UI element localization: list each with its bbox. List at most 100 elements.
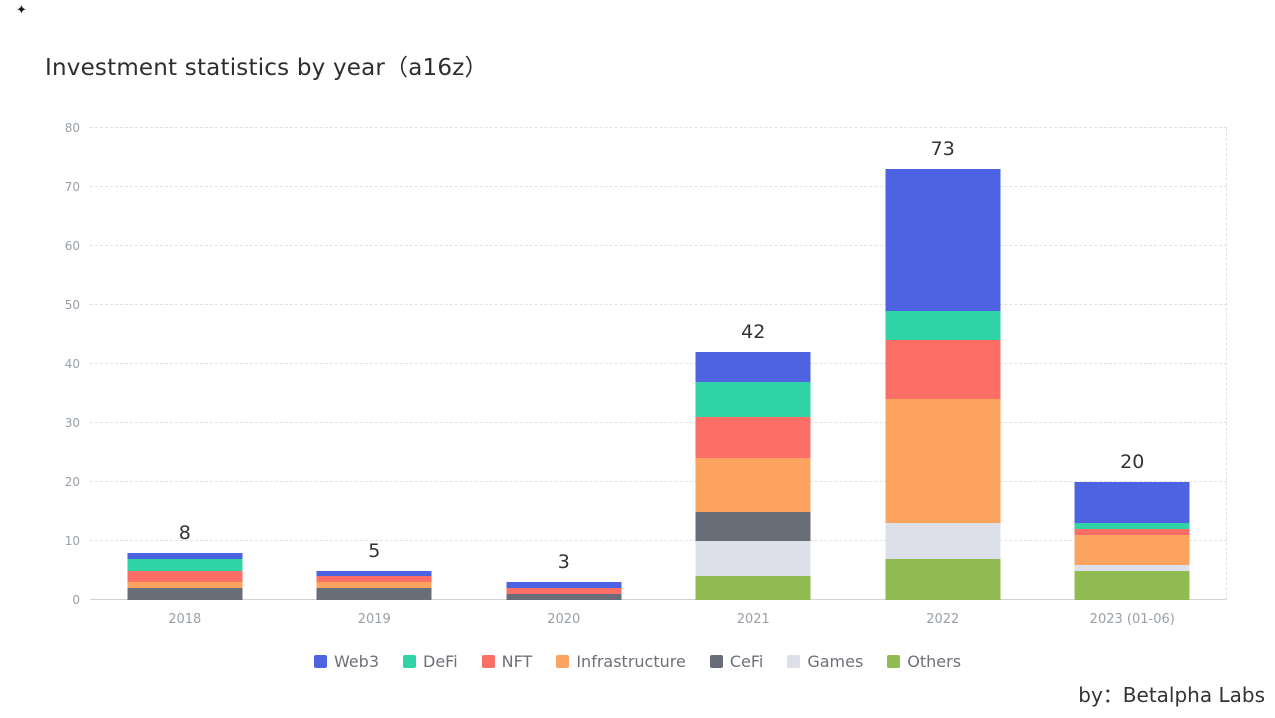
- y-axis-tick-label: 40: [64, 357, 80, 371]
- bar-segment-web3[interactable]: [1074, 482, 1190, 524]
- legend-swatch-icon: [787, 655, 801, 668]
- legend-item-label: Games: [807, 652, 864, 671]
- bar-segment-infrastructure[interactable]: [127, 582, 243, 589]
- y-axis-tick-label: 50: [64, 298, 80, 312]
- y-axis-tick-label: 20: [64, 475, 80, 489]
- gridline: [90, 363, 1227, 364]
- legend-item-label: Infrastructure: [576, 652, 686, 671]
- y-axis-tick-label: 70: [64, 180, 80, 194]
- attribution-text: by：Betalpha Labs: [1078, 683, 1265, 707]
- legend-item-label: DeFi: [423, 652, 458, 671]
- x-axis-label: 2021: [736, 612, 770, 627]
- x-axis-label: 2022: [926, 612, 960, 627]
- y-axis-tick-label: 30: [64, 416, 80, 430]
- y-axis-tick-label: 80: [64, 121, 80, 135]
- corner-mark-icon: ✦: [16, 3, 27, 18]
- bar-segment-defi[interactable]: [695, 381, 811, 418]
- bar-segment-nft[interactable]: [1074, 529, 1190, 536]
- bar-segment-cefi[interactable]: [695, 511, 811, 542]
- bar-segment-cefi[interactable]: [506, 594, 622, 600]
- legend-swatch-icon: [887, 655, 901, 668]
- bar-total-label: 3: [557, 551, 570, 574]
- bar-total-label: 5: [368, 539, 381, 562]
- legend-item-cefi[interactable]: CeFi: [709, 652, 764, 671]
- bar-segment-web3[interactable]: [885, 169, 1001, 311]
- legend-item-web3[interactable]: Web3: [313, 652, 379, 671]
- bar-column-2023 (01-06): 20 2023 (01-06): [1038, 128, 1228, 627]
- x-axis-line: [90, 599, 1227, 600]
- bar-column-2018: 8 2018: [90, 128, 280, 627]
- legend-swatch-icon: [556, 655, 570, 668]
- legend-swatch-icon: [403, 655, 416, 668]
- bar-segment-web3[interactable]: [695, 352, 811, 382]
- bar-segment-defi[interactable]: [1074, 523, 1190, 530]
- gridline: [90, 127, 1227, 128]
- page-title: Investment statistics by year（a16z）: [45, 55, 488, 81]
- bar-segment-nft[interactable]: [316, 576, 432, 583]
- bar-segment-games[interactable]: [885, 523, 1001, 559]
- bar-total-label: 42: [741, 321, 766, 344]
- bar-total-label: 20: [1120, 451, 1145, 473]
- gridline: [90, 245, 1227, 246]
- chart-plot-area: 0 10 20 30 40 50 60 70 80 8 2018 5 2019 3 2020 42 2021 73…: [65, 121, 1228, 627]
- legend-item-label: NFT: [501, 652, 533, 671]
- legend-item-nft[interactable]: NFT: [481, 652, 533, 671]
- bar-segment-others[interactable]: [695, 576, 811, 600]
- bar-segment-games[interactable]: [1074, 564, 1190, 571]
- bar-segment-nft[interactable]: [127, 570, 243, 583]
- legend-swatch-icon: [481, 655, 495, 668]
- legend-swatch-icon: [313, 655, 327, 668]
- legend-item-label: Others: [907, 652, 962, 671]
- bar-segment-infrastructure[interactable]: [1074, 535, 1190, 565]
- bar-segment-cefi[interactable]: [127, 588, 243, 600]
- bar-segment-nft[interactable]: [695, 417, 811, 459]
- x-axis-label: 2023 (01-06): [1089, 612, 1175, 627]
- bar-segment-nft[interactable]: [885, 340, 1001, 400]
- y-axis-tick-label: 10: [64, 534, 80, 548]
- bar-2018[interactable]: [127, 552, 243, 600]
- bar-2021[interactable]: [695, 352, 811, 600]
- bar-segment-infrastructure[interactable]: [885, 399, 1001, 524]
- x-axis-label: 2018: [168, 612, 202, 627]
- gridline: [90, 481, 1227, 482]
- bar-segment-web3[interactable]: [506, 582, 622, 589]
- bar-segment-infrastructure[interactable]: [316, 582, 432, 589]
- bar-segment-games[interactable]: [695, 541, 811, 577]
- y-axis-tick-label: 60: [64, 239, 80, 253]
- y-axis-tick-label: 0: [72, 593, 80, 607]
- bar-2020[interactable]: [506, 582, 622, 600]
- bar-total-label: 8: [178, 521, 191, 544]
- plot-right-border: [1226, 128, 1227, 600]
- bar-segment-defi[interactable]: [885, 310, 1001, 341]
- bar-column-2022: 73 2022: [848, 128, 1038, 627]
- bar-segment-nft[interactable]: [506, 588, 622, 595]
- bar-total-label: 73: [930, 138, 955, 161]
- chart-legend: Web3 DeFi NFT Infrastructure CeFi Games Others: [0, 652, 1275, 671]
- gridline: [90, 186, 1227, 187]
- bar-segment-others[interactable]: [1074, 570, 1190, 600]
- legend-item-label: Web3: [333, 652, 379, 671]
- x-axis-label: 2020: [547, 612, 581, 627]
- bar-segment-infrastructure[interactable]: [695, 458, 811, 512]
- gridline: [90, 304, 1227, 305]
- legend-item-label: CeFi: [729, 652, 764, 671]
- legend-item-infrastructure[interactable]: Infrastructure: [556, 652, 686, 671]
- bar-column-2021: 42 2021: [659, 128, 849, 627]
- bar-2022[interactable]: [885, 169, 1001, 600]
- bar-segment-others[interactable]: [885, 558, 1001, 600]
- legend-item-defi[interactable]: DeFi: [403, 652, 458, 671]
- bar-segment-web3[interactable]: [127, 552, 243, 559]
- bar-segment-cefi[interactable]: [316, 588, 432, 600]
- bar-segment-web3[interactable]: [316, 570, 432, 577]
- bar-2023 (01-06)[interactable]: [1074, 482, 1190, 600]
- bar-column-2020: 3 2020: [469, 128, 659, 627]
- gridline: [90, 540, 1227, 541]
- bar-2019[interactable]: [316, 570, 432, 600]
- gridline: [90, 422, 1227, 423]
- bar-segment-defi[interactable]: [127, 558, 243, 571]
- legend-item-games[interactable]: Games: [787, 652, 863, 671]
- legend-item-others[interactable]: Others: [887, 652, 961, 671]
- x-axis-label: 2019: [357, 612, 391, 627]
- legend-swatch-icon: [709, 655, 723, 668]
- bar-column-2019: 5 2019: [280, 128, 470, 627]
